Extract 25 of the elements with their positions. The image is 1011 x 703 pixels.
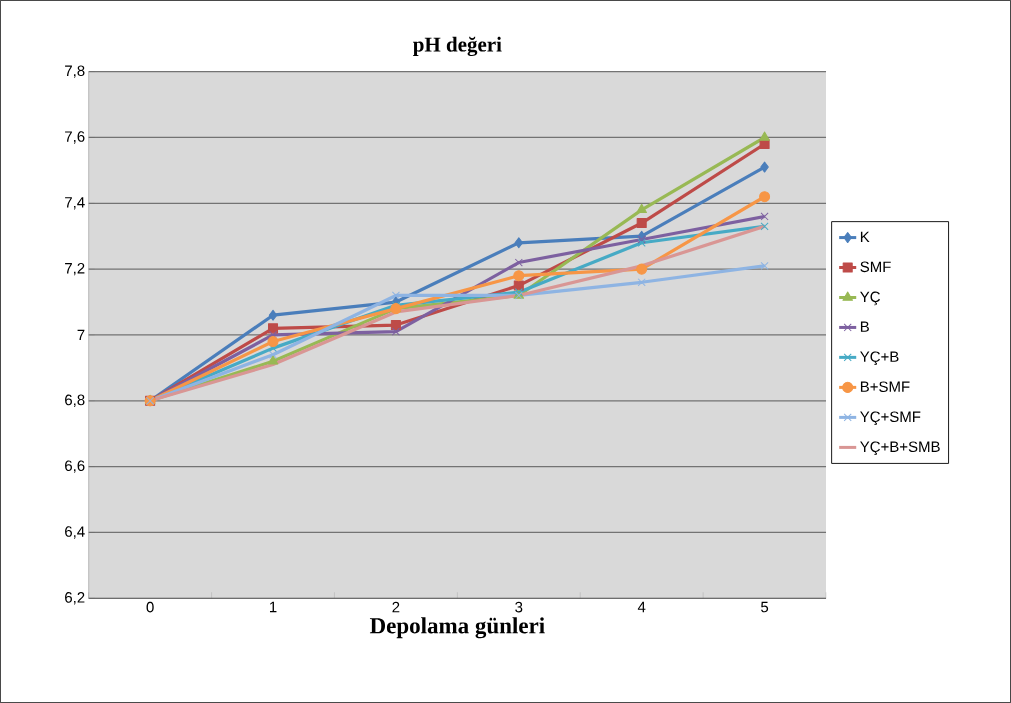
y-tick-label: 7 [77,329,85,341]
legend-label: B [860,321,869,332]
y-tick-label: 7,2 [65,262,85,276]
y-tick-label: 6,2 [65,592,85,605]
legend-label: YÇ+B [860,351,899,366]
y-tick-label: 6,4 [65,526,85,539]
y-tick-label: 6,8 [65,394,85,407]
y-tick-label: 7,8 [65,65,85,78]
legend-label: YÇ+SMF [860,411,921,426]
x-tick-label: 1 [269,601,277,613]
x-tick-label: 3 [515,601,523,613]
x-tick-label: 0 [146,601,154,613]
y-tick-label: 7,6 [65,131,85,144]
chart-title: pH değeri [413,36,502,57]
x-tick-label: 2 [392,601,400,613]
x-tick-label: 5 [761,601,769,613]
y-tick-label: 7,4 [65,197,85,210]
y-tick-label: 6,6 [65,460,85,473]
legend-label: YÇ+B+SMB [860,441,940,456]
legend-label: B+SMF [860,381,910,393]
x-axis-title: Depolama günleri [369,617,545,639]
legend-label: K [860,231,870,242]
legend-label: SMF [860,261,891,273]
x-tick-label: 4 [637,601,646,613]
legend-label: YÇ [860,291,880,306]
